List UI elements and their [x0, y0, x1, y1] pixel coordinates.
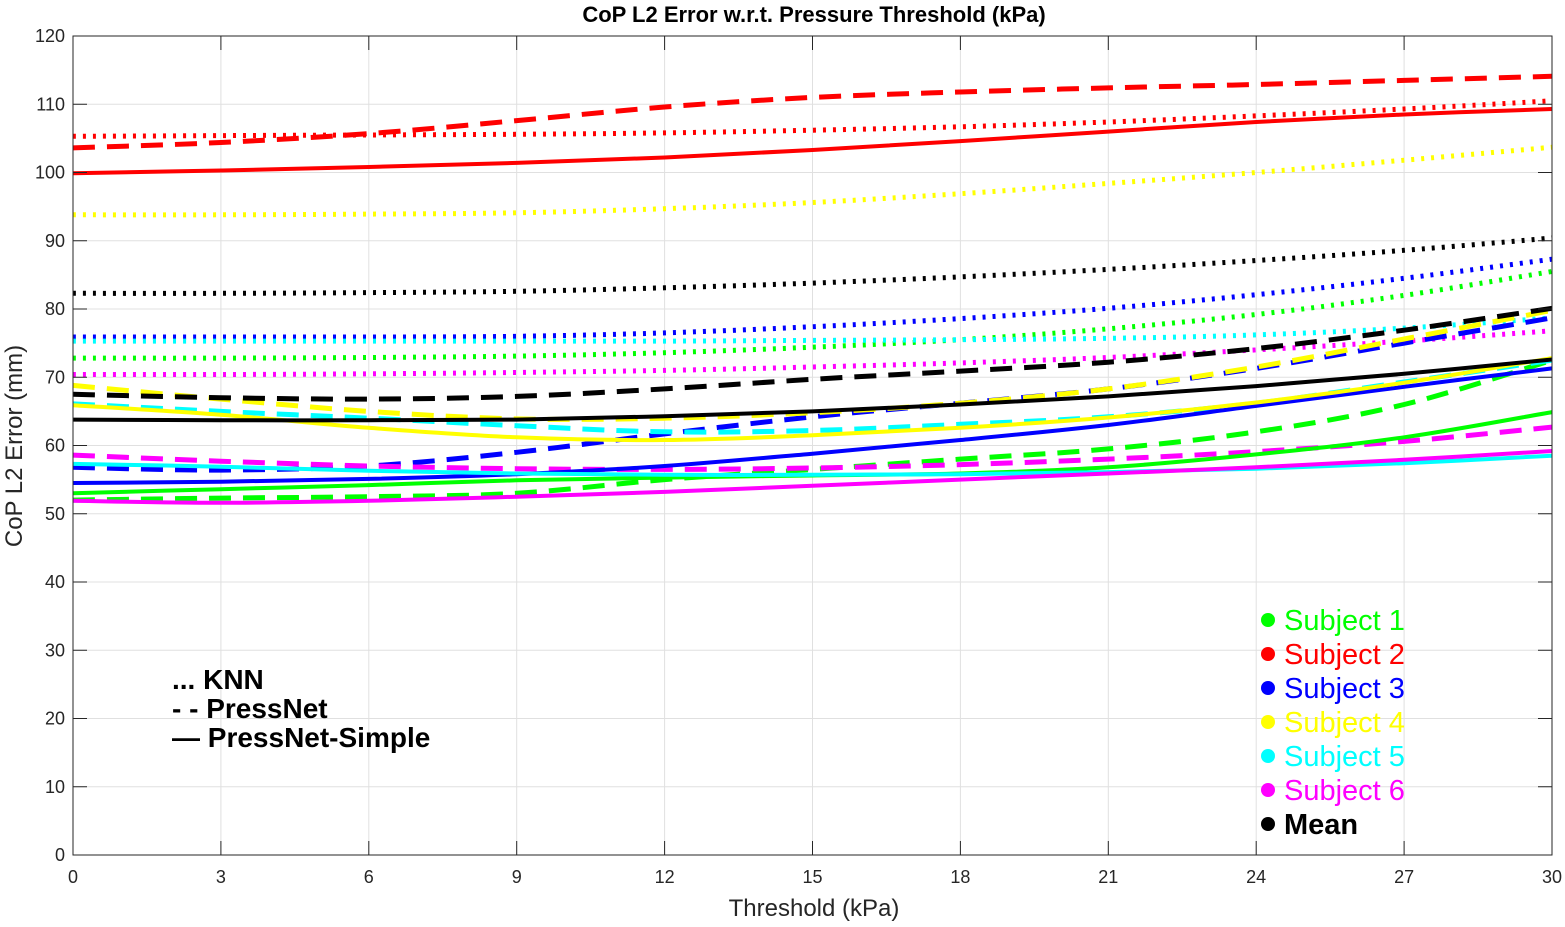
series-subject-4-pressnet [72, 307, 1553, 422]
legend-marker [1261, 749, 1275, 763]
subject-legend-label: Subject 3 [1284, 673, 1405, 705]
y-tick-label: 80 [45, 299, 65, 319]
method-legend: ... KNN- - PressNet— PressNet-Simple [172, 664, 430, 753]
series-mean-pressnet [72, 305, 1553, 402]
method-legend-item: — PressNet-Simple [172, 722, 430, 753]
x-tick-label: 0 [68, 867, 78, 887]
legend-marker [1261, 817, 1275, 831]
x-tick-label: 6 [364, 867, 374, 887]
subject-legend-label: Subject 5 [1284, 741, 1405, 773]
series-subject-5-pressnet-simple [72, 453, 1553, 477]
series-subject-3-pressnet-simple [72, 366, 1553, 485]
tick-labels: 0 3 6 9 12 15 18 21 24 27 30 0 10 20 30 40 50 60 70 80 90 100… [35, 26, 1562, 887]
legend-marker [1261, 613, 1275, 627]
legend-marker [1261, 715, 1275, 729]
legend-marker [1261, 681, 1275, 695]
y-tick-label: 60 [45, 436, 65, 456]
y-tick-label: 110 [36, 94, 65, 114]
x-tick-label: 27 [1394, 867, 1414, 887]
x-tick-label: 12 [655, 867, 675, 887]
x-tick-label: 18 [950, 867, 970, 887]
series-subject-6-pressnet-simple [72, 449, 1553, 505]
series-subject-1-pressnet [72, 357, 1553, 503]
series-subject-5-knn [73, 315, 1553, 344]
y-tick-label: 100 [35, 163, 65, 183]
y-tick-label: 40 [45, 572, 65, 592]
subject-legend-label: Subject 4 [1284, 707, 1405, 739]
y-tick-label: 90 [45, 231, 65, 251]
method-legend-item: ... KNN [172, 664, 264, 695]
legend-marker [1261, 783, 1275, 797]
y-tick-label: 120 [35, 26, 65, 46]
subject-legend-label: Subject 1 [1284, 605, 1405, 637]
series-subject-4-pressnet-simple [72, 356, 1553, 443]
y-axis-label: CoP L2 Error (mm) [1, 345, 28, 547]
axes [72, 35, 1553, 856]
series-subject-2-pressnet-simple [72, 107, 1553, 176]
y-tick-label: 70 [45, 367, 65, 387]
series-subject-6-knn [72, 328, 1553, 378]
series-subject-4-knn [72, 144, 1553, 218]
series-subject-2-pressnet [72, 73, 1553, 151]
x-tick-label: 24 [1246, 867, 1266, 887]
y-tick-label: 20 [45, 709, 65, 729]
series-mean-knn [72, 235, 1553, 296]
x-axis-label: Threshold (kPa) [729, 895, 900, 922]
series-subject-3-knn [72, 256, 1553, 340]
x-tick-label: 21 [1098, 867, 1118, 887]
x-tick-label: 15 [802, 867, 822, 887]
x-tick-label: 3 [216, 867, 226, 887]
x-tick-label: 9 [512, 867, 522, 887]
y-tick-label: 50 [45, 504, 65, 524]
subject-legend-label: Subject 6 [1284, 775, 1405, 807]
series-subject-1-knn [72, 269, 1553, 361]
legend-marker [1261, 647, 1275, 661]
y-tick-label: 10 [45, 777, 65, 797]
series-layer [72, 73, 1553, 505]
series-mean-pressnet-simple [72, 357, 1553, 423]
subject-legend-label: Mean [1284, 809, 1358, 841]
x-tick-label: 30 [1542, 867, 1562, 887]
chart-title: CoP L2 Error w.r.t. Pressure Threshold (… [582, 2, 1045, 27]
subject-legend-label: Subject 2 [1284, 639, 1405, 671]
y-tick-label: 0 [55, 845, 65, 865]
y-tick-label: 30 [45, 640, 65, 660]
method-legend-item: - - PressNet [172, 693, 328, 724]
